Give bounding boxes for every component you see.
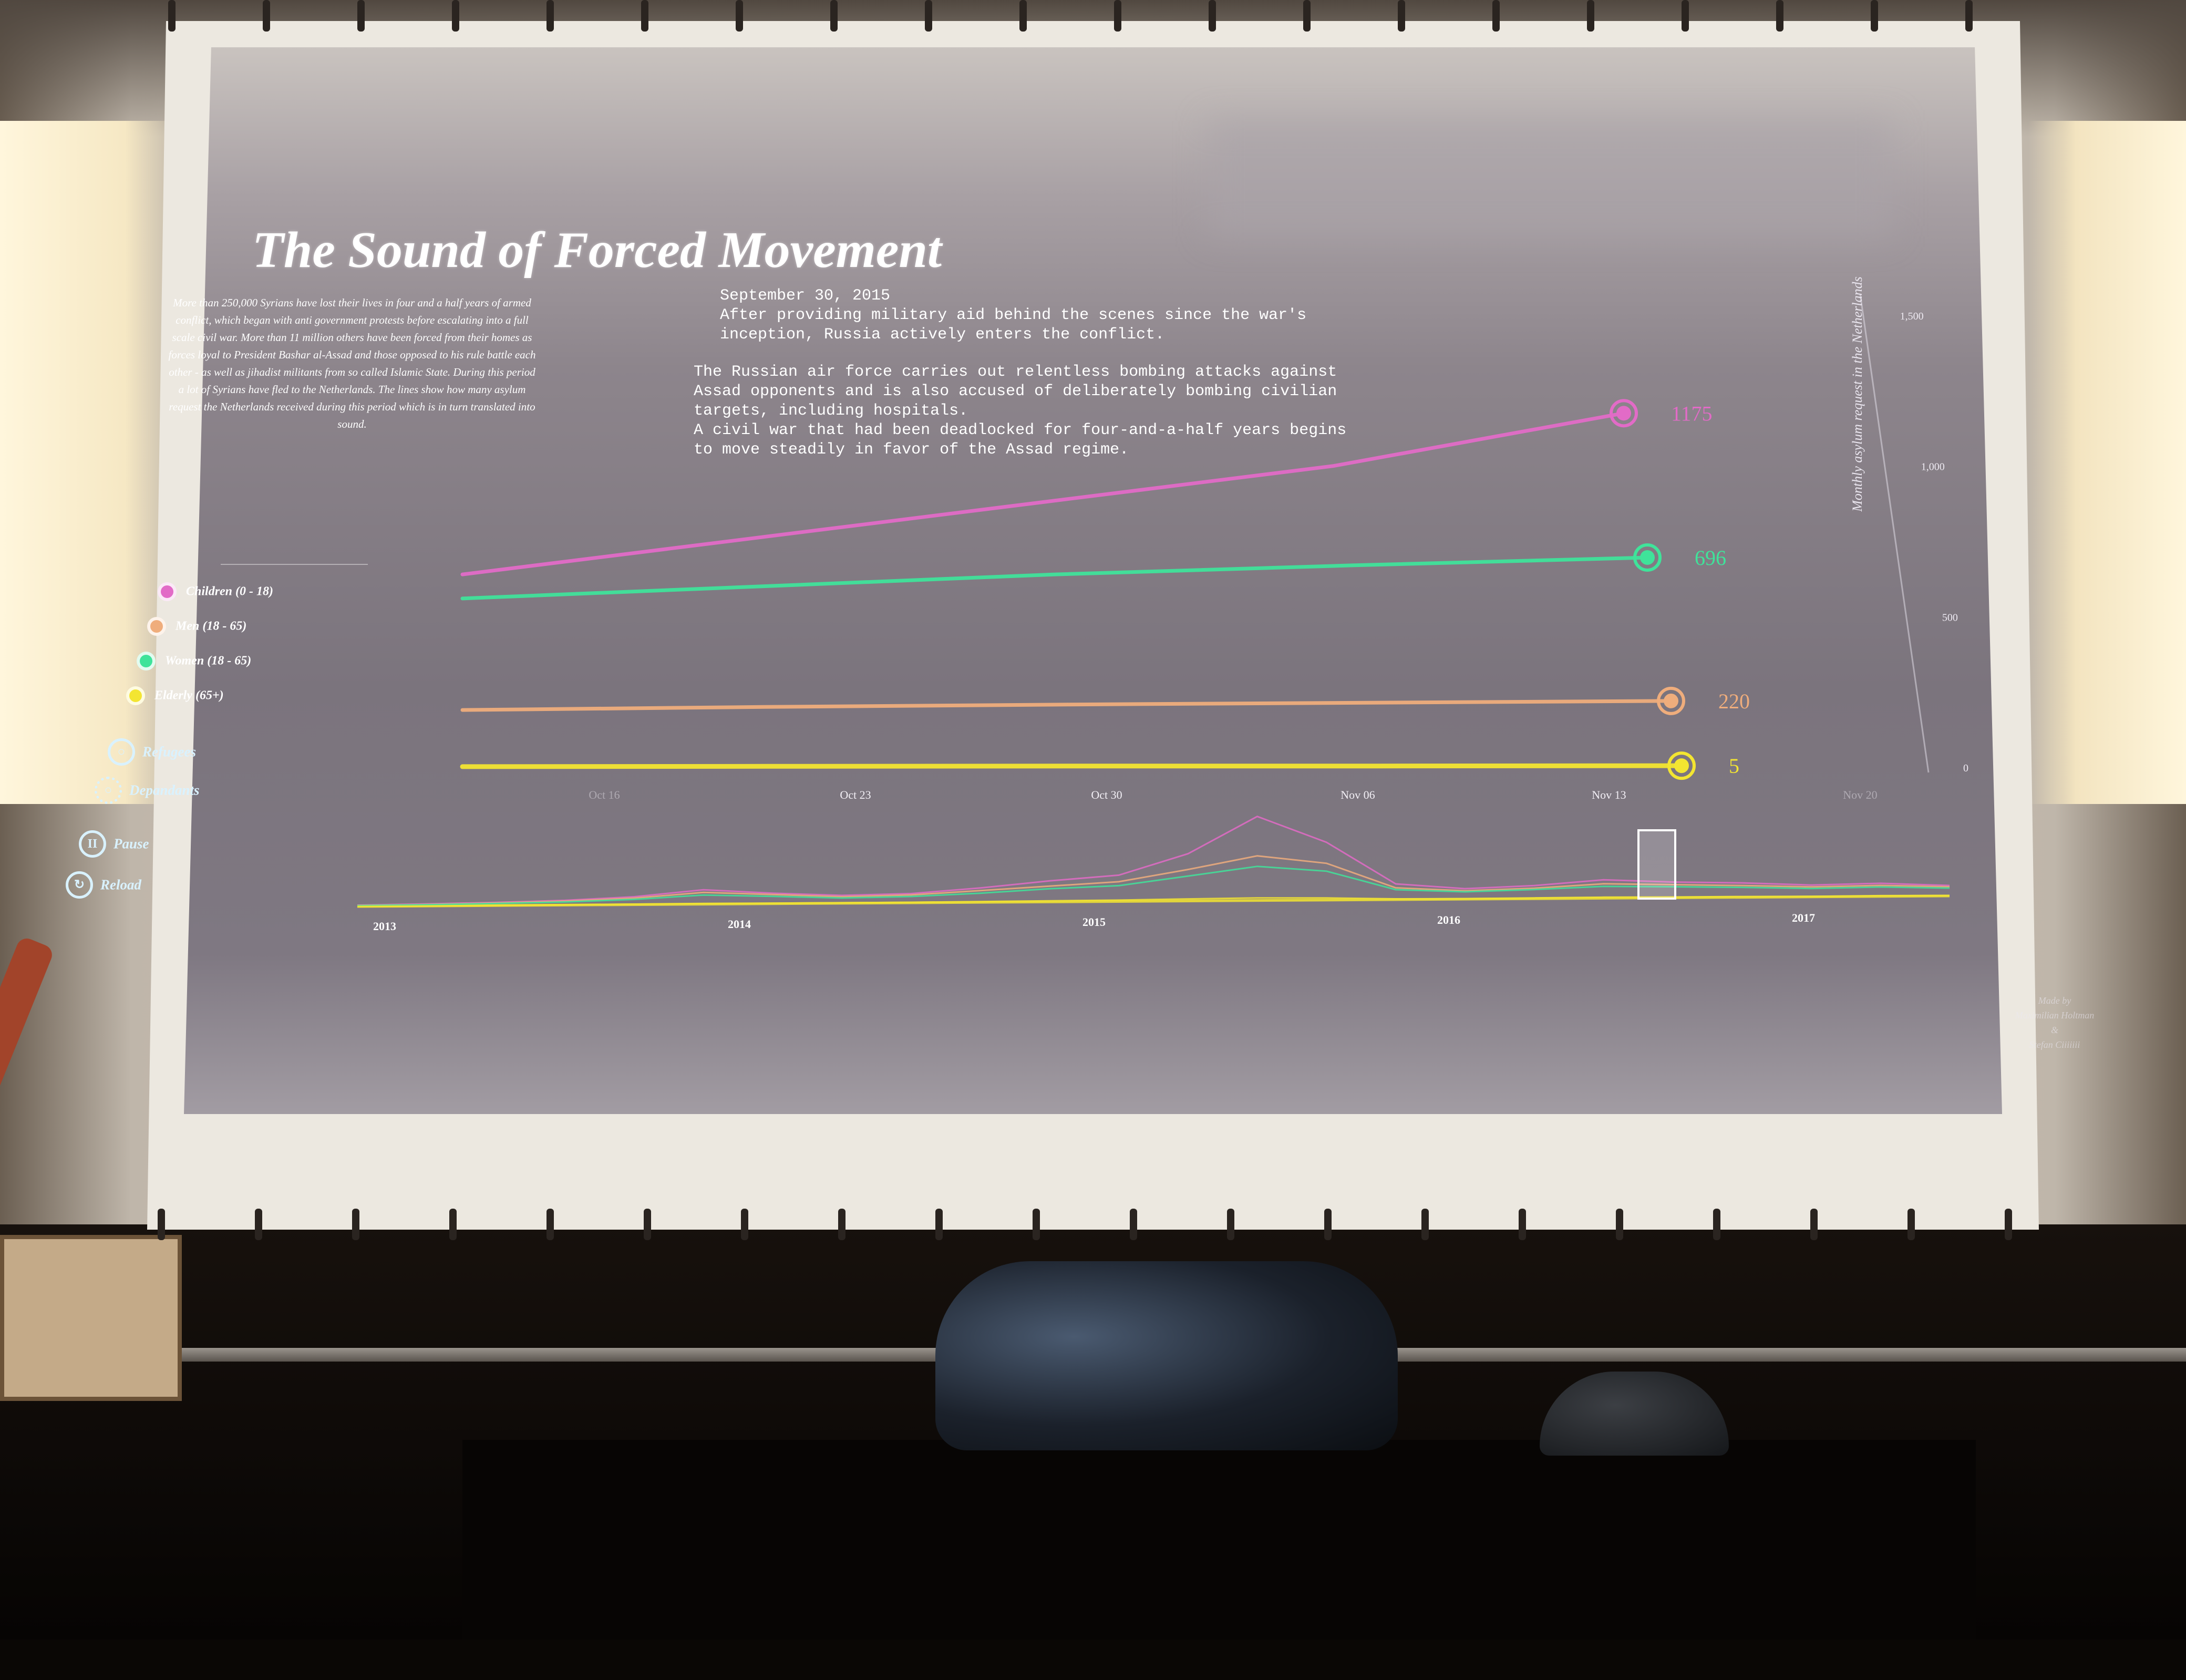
screen-hook <box>255 1209 262 1240</box>
screen-hook <box>168 0 176 32</box>
screen-hook <box>1810 1209 1818 1240</box>
screen-hook <box>1303 0 1311 32</box>
viz-intro: More than 250,000 Syrians have lost thei… <box>168 296 536 430</box>
legend-item-elderly[interactable]: Elderly (65+) <box>126 686 224 705</box>
screen-hook <box>546 1209 554 1240</box>
screen-hook <box>641 0 648 32</box>
right-window <box>2028 121 2186 804</box>
screen-hook <box>1114 0 1121 32</box>
screen-hook <box>838 1209 845 1240</box>
screen-hook <box>1019 0 1027 32</box>
screen-hook <box>1324 1209 1332 1240</box>
event-date: September 30, 2015 <box>720 287 891 305</box>
reload-label: Reload <box>100 877 141 893</box>
legend-dependants[interactable]: ○ Depandants <box>95 777 200 804</box>
y-axis-label: Monthly asylum request in the Netherland… <box>1850 276 1865 512</box>
dotted-ring-icon: ○ <box>95 777 122 804</box>
screen-hook <box>357 0 365 32</box>
pause-label: Pause <box>114 836 149 852</box>
legend-swatch-women <box>137 652 156 671</box>
screen-hook <box>1682 0 1689 32</box>
screen-hook <box>546 0 554 32</box>
projection-blur <box>1209 121 1892 236</box>
legend-swatch-elderly <box>126 686 145 705</box>
screen-hook <box>452 0 459 32</box>
credits: Made by Maximilian Holtman & Stefan Ciii… <box>1986 993 2123 1052</box>
ring-icon: ○ <box>108 738 135 766</box>
info-sign <box>0 1235 182 1401</box>
credits-line: Made by <box>2038 995 2071 1006</box>
event-paragraph: A civil war that had been deadlocked for… <box>694 421 1347 459</box>
pause-button[interactable]: II Pause <box>79 830 149 858</box>
reload-button[interactable]: ↻ Reload <box>66 871 141 899</box>
screen-hook <box>2005 1209 2012 1240</box>
screen-hook <box>1965 0 1973 32</box>
screen-hook <box>1907 1209 1915 1240</box>
screen-hook <box>1587 0 1594 32</box>
screen-hook <box>1616 1209 1623 1240</box>
screen-hook <box>263 0 270 32</box>
screen-hook <box>1130 1209 1137 1240</box>
legend-label: Women (18 - 65) <box>165 654 252 668</box>
legend-dependants-label: Depandants <box>129 782 200 798</box>
screen-hook <box>1227 1209 1234 1240</box>
credits-line: Stefan Ciiiiiii <box>2029 1039 2080 1050</box>
screen-hook <box>925 0 932 32</box>
vr-headset <box>935 1261 1398 1450</box>
legend-swatch-men <box>147 617 166 636</box>
left-window <box>0 121 179 804</box>
screen-hook <box>1209 0 1216 32</box>
credits-line: Maximilian Holtman <box>2015 1010 2095 1021</box>
viz-title: The Sound of Forced Movement <box>252 222 942 279</box>
pause-icon: II <box>79 830 106 858</box>
screen-hook <box>1398 0 1405 32</box>
legend-label: Children (0 - 18) <box>186 584 274 599</box>
reload-icon: ↻ <box>66 871 93 899</box>
legend-item-women[interactable]: Women (18 - 65) <box>137 652 251 671</box>
screen-hook <box>449 1209 457 1240</box>
legend-item-men[interactable]: Men (18 - 65) <box>147 617 246 636</box>
credits-line: & <box>2050 1025 2058 1035</box>
timeline-brush[interactable] <box>1637 829 1676 900</box>
legend-refugees[interactable]: ○ Refugees <box>108 738 196 766</box>
screen-hook <box>1713 1209 1720 1240</box>
vr-headset-secondary <box>1540 1372 1729 1456</box>
screen-hook <box>158 1209 165 1240</box>
screen-hook <box>1492 0 1500 32</box>
screen-hook <box>1776 0 1783 32</box>
event-panel: September 30, 2015 After providing milit… <box>694 286 1377 460</box>
event-paragraph: After providing military aid behind the … <box>720 306 1307 344</box>
event-paragraph: The Russian air force carries out relent… <box>694 363 1337 420</box>
screen-hook <box>644 1209 651 1240</box>
screen-hook <box>736 0 743 32</box>
legend-swatch-children <box>158 582 177 601</box>
legend-item-children[interactable]: Children (0 - 18) <box>158 582 273 601</box>
legend-refugees-label: Refugees <box>142 744 196 760</box>
screen-hook <box>741 1209 748 1240</box>
legend-label: Men (18 - 65) <box>176 619 247 633</box>
legend-label: Elderly (65+) <box>154 688 224 703</box>
screen-hook <box>1519 1209 1526 1240</box>
screen-hook <box>1421 1209 1429 1240</box>
intro-divider <box>221 564 368 565</box>
screen-hook <box>352 1209 359 1240</box>
screen-hook <box>1871 0 1878 32</box>
screen-hook <box>830 0 838 32</box>
screen-hook <box>935 1209 943 1240</box>
screen-hook <box>1033 1209 1040 1240</box>
table-surface <box>462 1440 1976 1640</box>
